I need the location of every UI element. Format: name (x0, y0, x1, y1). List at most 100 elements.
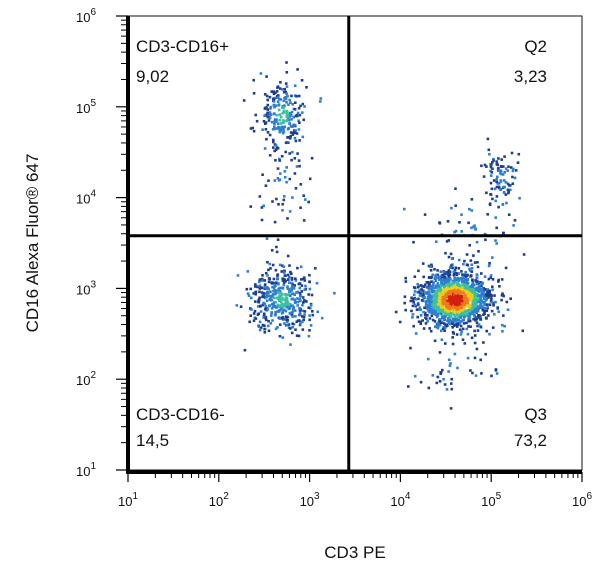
event-point (264, 307, 267, 311)
event-point (456, 294, 460, 297)
event-point (278, 87, 282, 90)
event-point (419, 284, 423, 287)
event-point (293, 108, 297, 111)
event-point (292, 306, 295, 309)
event-point (271, 295, 275, 298)
event-point (283, 104, 286, 107)
event-point (293, 84, 297, 87)
event-point (299, 299, 302, 303)
event-point (263, 283, 267, 286)
event-point (433, 302, 437, 305)
event-point (276, 100, 280, 103)
event-point (266, 108, 270, 111)
event-point (304, 198, 307, 201)
event-point (472, 288, 476, 291)
event-point (451, 326, 454, 329)
event-point (494, 199, 497, 203)
event-point (479, 281, 483, 284)
event-point (268, 111, 272, 114)
event-point (457, 292, 460, 296)
event-point (444, 342, 447, 345)
event-point (418, 306, 422, 309)
event-point (268, 277, 271, 281)
event-point (280, 303, 284, 306)
event-point (514, 169, 518, 172)
event-point (252, 319, 256, 322)
event-point (281, 209, 284, 212)
event-point (449, 312, 452, 315)
event-point (460, 319, 463, 323)
event-point (487, 314, 490, 317)
event-point (452, 311, 455, 314)
event-point (277, 291, 281, 294)
event-point (495, 242, 498, 245)
event-point (308, 314, 311, 317)
event-point (280, 115, 283, 119)
event-point (488, 262, 491, 265)
event-point (456, 276, 459, 280)
event-point (470, 270, 474, 273)
event-point (452, 284, 456, 288)
event-point (483, 302, 486, 305)
event-point (267, 280, 271, 284)
event-point (264, 114, 268, 117)
event-point (413, 303, 417, 307)
event-point (475, 280, 479, 283)
event-point (432, 304, 436, 308)
event-point (467, 305, 471, 309)
event-point (432, 281, 435, 284)
event-point (470, 293, 474, 297)
event-point (456, 323, 459, 326)
event-point (296, 319, 300, 322)
event-point (411, 304, 415, 308)
event-point (298, 309, 302, 312)
event-point (461, 273, 464, 276)
event-point (261, 128, 264, 131)
event-point (449, 315, 453, 318)
event-point (459, 309, 463, 313)
event-point (270, 303, 274, 306)
event-point (286, 113, 289, 116)
event-point (494, 216, 497, 219)
event-point (476, 329, 480, 332)
event-point (458, 284, 461, 287)
event-point (287, 119, 291, 122)
event-point (436, 293, 440, 296)
event-point (303, 288, 306, 291)
event-point (289, 125, 293, 128)
event-point (281, 309, 285, 312)
event-point (488, 153, 491, 156)
event-point (468, 299, 472, 302)
event-point (429, 265, 432, 268)
event-point (277, 287, 280, 291)
event-point (254, 283, 257, 286)
event-point (442, 305, 446, 309)
event-point (407, 385, 410, 388)
event-point (441, 290, 444, 293)
event-point (443, 280, 446, 283)
event-point (286, 293, 289, 297)
event-point (439, 284, 443, 287)
event-point (288, 264, 291, 267)
event-point (276, 122, 280, 125)
event-point (457, 318, 460, 322)
event-point (280, 154, 284, 158)
event-point (472, 283, 476, 287)
event-point (466, 277, 470, 281)
event-point (457, 282, 460, 286)
event-point (496, 182, 500, 185)
event-point (288, 122, 291, 125)
event-point (275, 90, 279, 93)
event-point (447, 239, 451, 242)
event-point (477, 314, 480, 317)
event-point (403, 301, 406, 305)
event-point (302, 299, 306, 302)
event-point (455, 283, 459, 287)
event-point (467, 289, 471, 292)
event-point (474, 279, 477, 282)
event-point (263, 114, 266, 117)
event-point (458, 320, 462, 324)
event-point (258, 320, 262, 324)
event-point (304, 284, 307, 288)
